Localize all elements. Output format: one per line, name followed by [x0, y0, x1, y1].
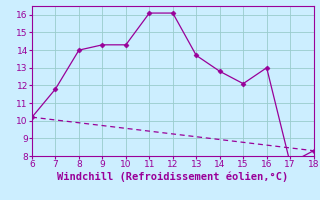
X-axis label: Windchill (Refroidissement éolien,°C): Windchill (Refroidissement éolien,°C)	[57, 172, 288, 182]
